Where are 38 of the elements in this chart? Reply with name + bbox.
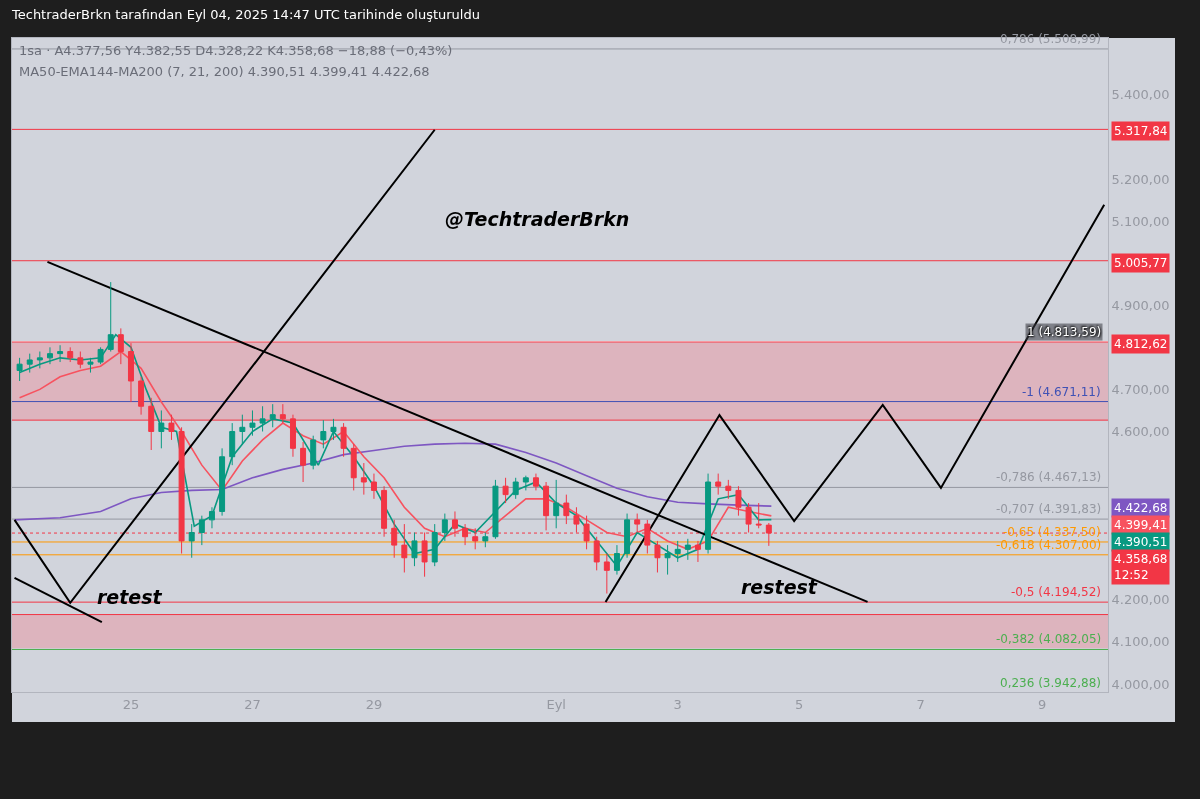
ref-line-label: 5.005,77 xyxy=(1114,256,1168,270)
ref-line-label: -0,786 (4.467,13) xyxy=(996,470,1102,484)
y-tick-label: 4.900,00 xyxy=(1111,297,1170,313)
annotation: 1sa · A4.377,56 Y4.382,55 D4.328,22 K4.358,68 −18,88 (−0,43%) xyxy=(19,43,453,58)
ref-line-label: -0,382 (4.082,05) xyxy=(996,632,1102,646)
ref-line-label: 4.812,62 xyxy=(1114,337,1168,351)
y-tick-label: 4.000,00 xyxy=(1111,676,1170,692)
ref-line-label: -0,707 (4.391,83) xyxy=(996,502,1102,516)
ref-line-label: -0,618 (4.307,00) xyxy=(996,538,1102,552)
text: 4.390,51 xyxy=(1114,535,1168,549)
ref-line-label: -0,5 (4.194,52) xyxy=(1011,585,1102,599)
annotation: retest xyxy=(97,586,163,608)
x-tick-label: 27 xyxy=(244,696,261,712)
annotation: @TechtraderBrkn xyxy=(445,208,630,230)
ref-line-label: 4.358,68 12:52 xyxy=(1114,552,1168,582)
annotation: MA50-EMA144-MA200 (7, 21, 200) 4.390,51 4.399,41 4.422,68 xyxy=(19,64,430,79)
x-tick-label: 5 xyxy=(795,696,804,712)
x-tick-label: 29 xyxy=(365,696,383,712)
y-tick-label: 5.400,00 xyxy=(1111,87,1170,103)
y-tick-label: 5.100,00 xyxy=(1111,213,1170,229)
annotation: 0,236 (3.942,88) xyxy=(1000,676,1101,690)
ref-line-label: 5.317,84 xyxy=(1114,124,1168,138)
x-tick-label: 7 xyxy=(916,696,925,712)
x-tick-label: Eyl xyxy=(546,696,566,712)
x-tick-label: 3 xyxy=(673,696,682,712)
y-tick-label: 5.200,00 xyxy=(1111,171,1170,187)
chart-title: TechtraderBrkn tarafından Eyl 04, 2025 14:47 UTC tarihinde oluşturuldu xyxy=(11,7,480,23)
x-tick-label: 9 xyxy=(1038,696,1047,712)
text: 4.422,68 xyxy=(1114,501,1168,515)
y-tick-label: 4.700,00 xyxy=(1111,381,1170,397)
annotation: restest xyxy=(741,576,818,598)
y-tick-label: 4.600,00 xyxy=(1111,424,1170,440)
text: 4.399,41 xyxy=(1114,518,1168,532)
ref-line-label: -0,65 (4.337,50) xyxy=(1003,525,1101,539)
x-tick-label: 25 xyxy=(122,696,140,712)
y-tick-label: 4.200,00 xyxy=(1111,592,1170,608)
ref-line-label: -1 (4.671,11) xyxy=(1022,385,1101,399)
y-tick-label: 4.100,00 xyxy=(1111,634,1170,650)
